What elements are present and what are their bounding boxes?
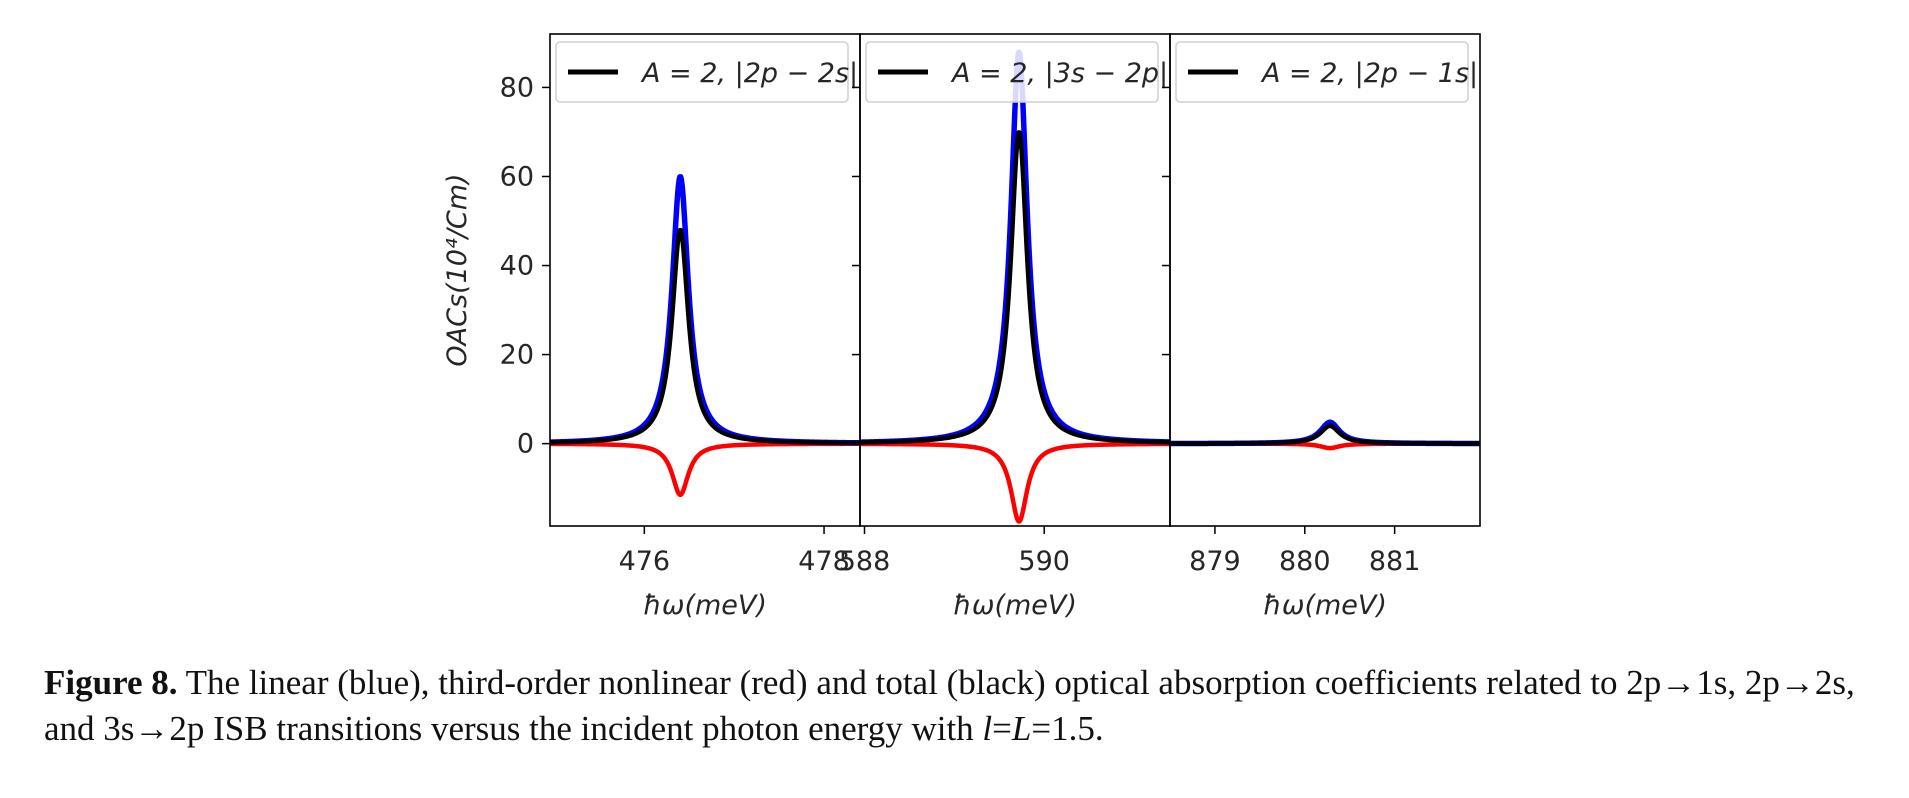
x-tick-label: 880 [1279,546,1331,577]
x-tick-label: 881 [1369,546,1421,577]
series-total-line [550,227,860,446]
panel-3: 879 880 881 ħω(meV) A = 2, |2p − 1s| [1162,33,1481,621]
panel-2: 588 590 ħω(meV) A = 2, |3s − 2p| [839,33,1171,621]
legend-label: A = 2, |2p − 1s| [1260,58,1478,89]
caption-eq: = [992,709,1012,748]
x-tick-label: 478 [798,546,850,577]
x-tick-label: 879 [1189,546,1241,577]
series-total-line [1170,423,1480,446]
y-tick-label: 20 [500,340,534,371]
caption-text: The linear (blue), third-order nonlinear… [44,663,1855,748]
series-total-line [860,130,1170,445]
legend-label: A = 2, |2p − 2s| [640,58,858,89]
x-axis-title: ħω(meV) [1263,590,1387,621]
x-tick-label: 476 [619,546,671,577]
legend-box [1175,41,1469,103]
panel-1: 0 20 40 60 80 476 478 ħω(meV) OACs(10⁴/Cm) A = 2,… [442,33,861,621]
y-tick-label: 80 [500,72,534,103]
x-tick-label: 588 [839,546,891,577]
y-tick-label: 0 [517,429,534,460]
x-tick-label: 590 [1018,546,1070,577]
panel-3-curves [1170,419,1480,451]
x-axis-title: ħω(meV) [953,590,1077,621]
caption-var-L: L [1011,709,1032,748]
series-linear-line [550,174,860,446]
y-axis-title: OACs(10⁴/Cm) [442,173,473,366]
panel-1-curves [550,174,860,498]
legend-box [865,41,1159,103]
series-nonlinear-line [550,441,860,498]
series-linear-line [1170,419,1480,447]
figure-caption: Figure 8. The linear (blue), third-order… [44,660,1884,752]
absorption-figure: 0 20 40 60 80 476 478 ħω(meV) OACs(10⁴/Cm) A = 2,… [442,33,1481,621]
series-linear-line [860,49,1170,445]
caption-tail: =1.5. [1031,709,1104,748]
y-tick-label: 40 [500,251,534,282]
caption-var-l: l [982,709,993,748]
legend-box [555,41,849,103]
caption-label: Figure 8. [44,663,178,702]
legend-label: A = 2, |3s − 2p| [950,58,1168,89]
x-axis-title: ħω(meV) [643,590,767,621]
panel-3-frame [1169,33,1481,527]
series-nonlinear-line [860,441,1170,524]
y-tick-label: 60 [500,161,534,192]
panel-2-curves [860,49,1170,524]
